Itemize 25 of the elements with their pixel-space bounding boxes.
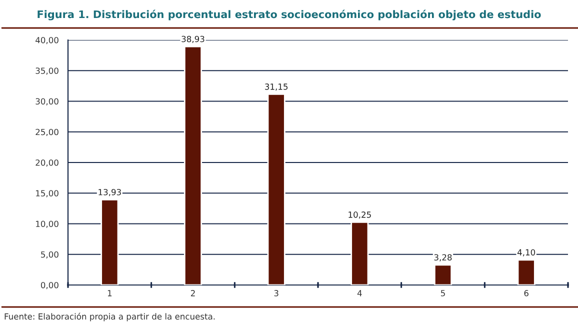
- x-tick-label: 1: [108, 290, 112, 296]
- y-tick-label: 40,00: [36, 36, 58, 44]
- y-tick-label: 25,00: [36, 128, 58, 136]
- y-tick-label: 5,00: [41, 251, 58, 259]
- y-tick-label: 10,00: [36, 220, 58, 228]
- x-tick-label: 6: [524, 290, 528, 296]
- y-tick-label: 30,00: [36, 98, 58, 106]
- bar: [267, 94, 286, 285]
- data-label: 4,10: [517, 249, 536, 256]
- y-tick-label: 15,00: [36, 190, 58, 198]
- data-label: 10,25: [348, 212, 371, 219]
- x-tick-label: 3: [274, 290, 278, 296]
- data-label: 13,93: [98, 188, 121, 196]
- x-tick-label: 5: [440, 290, 445, 296]
- data-label: 38,93: [182, 36, 204, 44]
- x-tick-label: 2: [190, 290, 195, 296]
- data-label: 31,15: [265, 84, 288, 91]
- data-label: 3,28: [434, 254, 452, 262]
- y-tick-label: 35,00: [36, 68, 58, 75]
- y-tick-label: 20,00: [36, 159, 58, 167]
- bar: [350, 222, 369, 285]
- source-note: Fuente: Elaboración propia a partir de la encuesta.: [4, 312, 215, 322]
- chart-title: Figura 1. Distribución porcentual estrato socioeconómico población objeto de estudio: [38, 10, 541, 20]
- y-tick-label: 0,00: [40, 282, 58, 290]
- x-tick-label: 4: [357, 290, 362, 296]
